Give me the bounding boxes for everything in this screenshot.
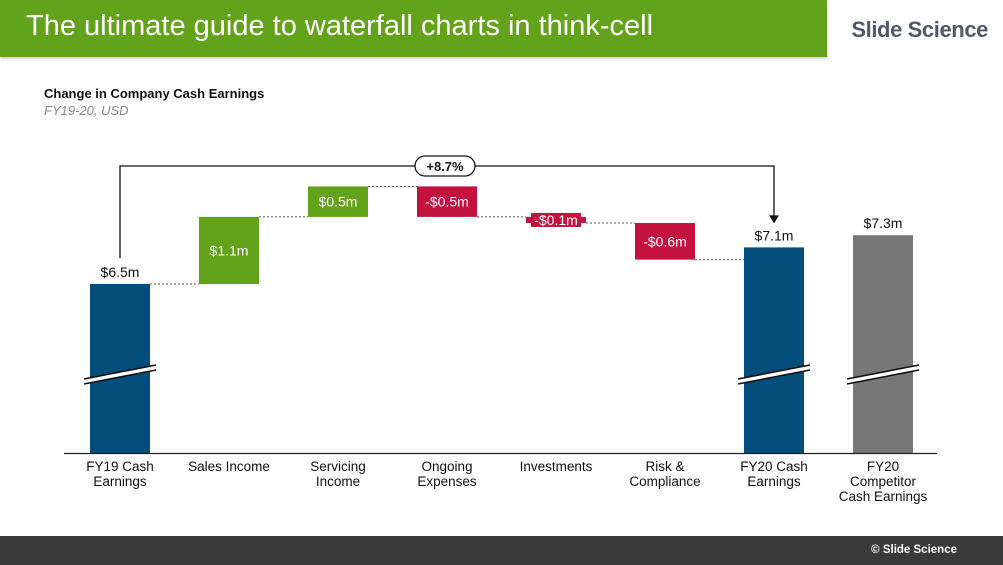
chart-subtitle: FY19-20, USD xyxy=(44,103,129,118)
footer-bar: © Slide Science xyxy=(0,536,1003,565)
category-label: FY20 Cash Earnings xyxy=(740,459,808,489)
category-label: FY19 Cash Earnings xyxy=(86,459,154,489)
difference-arrow-head xyxy=(769,215,779,224)
bar-5 xyxy=(635,223,695,260)
bar-value-label: $7.1m xyxy=(755,227,794,243)
difference-label-bubble xyxy=(414,155,476,177)
footer-copyright: © Slide Science xyxy=(871,544,957,556)
bar-value-label: -$0.1m xyxy=(534,212,578,228)
axis-break-line xyxy=(83,369,157,385)
difference-label: +8.7% xyxy=(426,159,464,174)
bar-value-label: $7.3m xyxy=(864,215,903,231)
bar-value-label: $6.5m xyxy=(101,264,140,280)
waterfall-chart: $6.5m $1.1m $0.5m -$0.5m -$0.1m -$0.6m $7.1m $7… xyxy=(64,155,937,455)
brand-logo: Slide Science xyxy=(851,17,988,42)
axis-break-line xyxy=(83,364,157,380)
chart-title: Change in Company Cash Earnings xyxy=(44,86,265,101)
axis-break-gap xyxy=(84,365,156,384)
category-label: Ongoing Expenses xyxy=(417,459,477,489)
bar-value-label-box xyxy=(531,212,581,227)
category-label: FY20 Competitor Cash Earnings xyxy=(838,459,928,504)
bar-1 xyxy=(199,216,259,284)
axis-break-line xyxy=(737,364,811,380)
bar-value-label: -$0.5m xyxy=(425,194,469,210)
axis-break-gap xyxy=(738,365,810,384)
bar-value-label: -$0.6m xyxy=(643,233,687,249)
axis-break-gap xyxy=(847,365,919,384)
page-title: The ultimate guide to waterfall charts i… xyxy=(26,10,654,42)
axis-break-line xyxy=(737,369,811,385)
axis-break-line xyxy=(846,364,920,380)
category-label: Servicing Income xyxy=(310,459,366,489)
category-label: Investments xyxy=(519,459,593,474)
bar-value-label: $1.1m xyxy=(210,242,249,258)
category-label: Risk & Compliance xyxy=(629,459,701,489)
axis-break-line xyxy=(846,369,920,385)
header-bar: The ultimate guide to waterfall charts i… xyxy=(0,0,827,57)
bar-6 xyxy=(744,247,804,453)
category-label: Sales Income xyxy=(188,459,270,474)
bar-value-label: $0.5m xyxy=(319,194,358,210)
bar-2 xyxy=(308,186,368,217)
bar-7 xyxy=(853,235,913,453)
bar-3 xyxy=(417,186,477,217)
